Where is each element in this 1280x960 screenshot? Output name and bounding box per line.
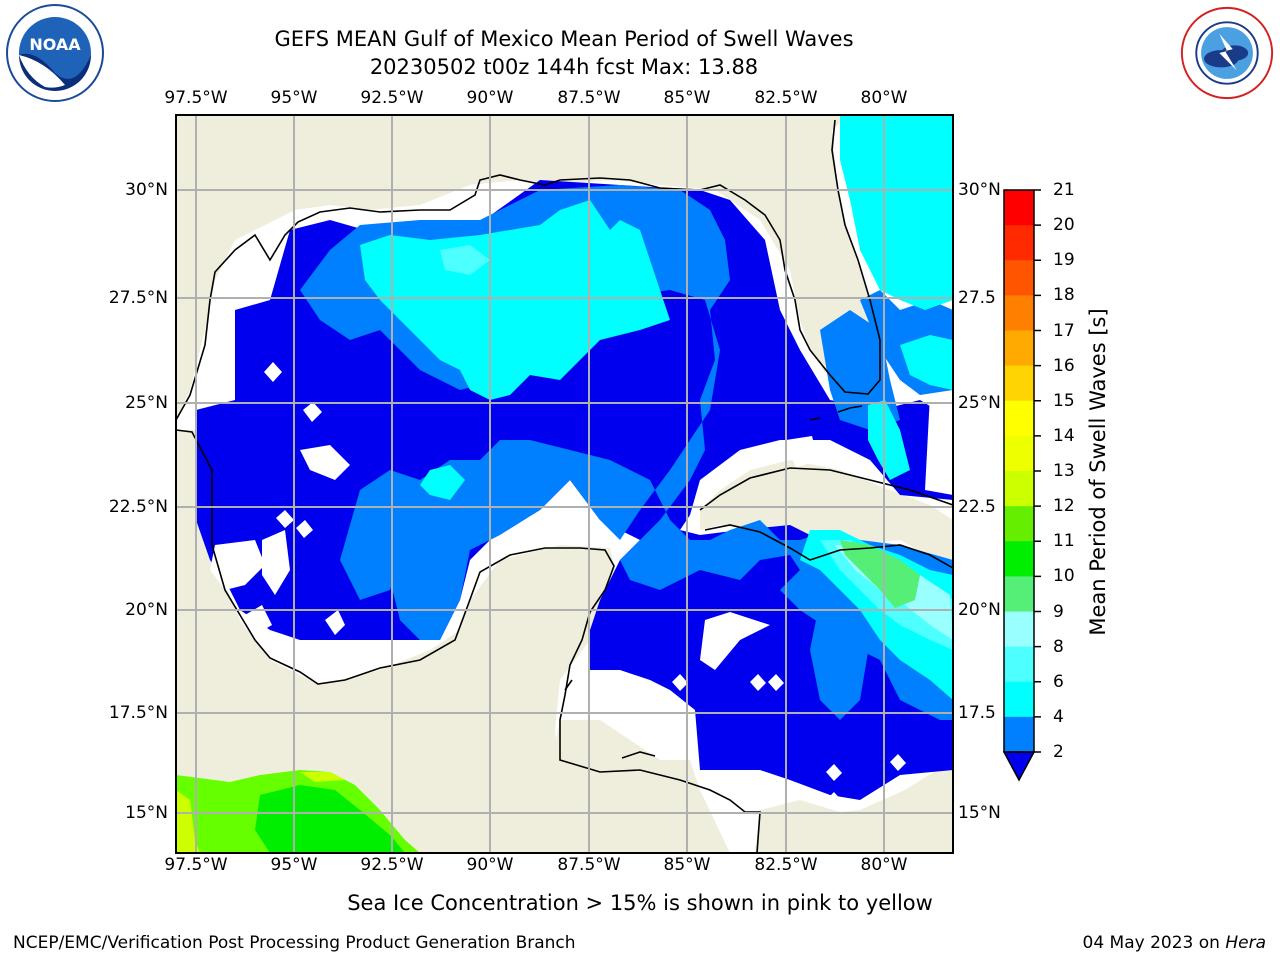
colorbar-segment	[1004, 506, 1034, 542]
map-title: GEFS MEAN Gulf of Mexico Mean Period of …	[274, 27, 854, 51]
lat-tick-left: 15°N	[125, 803, 168, 823]
colorbar-tick-label: 6	[1053, 671, 1064, 692]
lon-tick-top: 95°W	[270, 88, 318, 108]
footer-branch: NCEP/EMC/Verification Post Processing Pr…	[13, 933, 576, 953]
colorbar-segment	[1004, 260, 1034, 296]
lat-tick-left: 25°N	[125, 393, 168, 413]
lat-tick-right: 30°N	[958, 180, 1001, 200]
lat-tick-left: 22.5°N	[108, 497, 168, 517]
colorbar-tick-label: 2	[1053, 742, 1064, 762]
colorbar-tick-label: 9	[1053, 601, 1064, 622]
lat-tick-right: 15°N	[958, 803, 1001, 823]
lon-tick-top: 90°W	[466, 88, 514, 108]
colorbar-segment	[1004, 190, 1034, 226]
noaa-logo-icon: NOAA	[6, 4, 104, 102]
colorbar-segment	[1004, 471, 1034, 507]
colorbar-tick-label: 13	[1053, 461, 1075, 481]
lon-tick-bottom: 80°W	[860, 855, 908, 875]
colorbar-segment	[1004, 295, 1034, 331]
lon-tick-top: 82.5°W	[754, 88, 818, 108]
map-subtitle: 20230502 t00z 144h fcst Max: 13.88	[369, 55, 759, 79]
lon-tick-bottom: 95°W	[270, 855, 318, 875]
colorbar-tick-label: 17	[1053, 320, 1075, 341]
colorbar-tick-label: 8	[1053, 636, 1064, 657]
noaa-logo-text: NOAA	[29, 35, 81, 54]
lat-tick-right: 27.5	[958, 288, 996, 308]
colorbar-tick-label: 14	[1053, 425, 1075, 446]
lon-tick-bottom: 87.5°W	[557, 855, 621, 875]
colorbar-tick-label: 21	[1053, 180, 1075, 200]
nws-logo-icon	[1180, 6, 1274, 100]
coastlines	[176, 119, 953, 853]
colorbar	[1002, 189, 1041, 782]
lon-tick-top: 80°W	[860, 88, 908, 108]
colorbar-tick-label: 4	[1053, 706, 1064, 727]
colorbar-label: Mean Period of Swell Waves [s]	[1086, 308, 1110, 636]
colorbar-segment	[1004, 576, 1034, 612]
colorbar-segment	[1004, 541, 1034, 577]
lat-tick-left: 17.5°N	[108, 703, 168, 723]
sea-ice-caption: Sea Ice Concentration > 15% is shown in …	[347, 891, 933, 915]
colorbar-segment	[1004, 611, 1034, 648]
colorbar-segment	[1004, 716, 1034, 753]
lat-tick-right: 17.5	[958, 703, 996, 723]
colorbar-segment	[1004, 400, 1034, 437]
colorbar-tick-label: 16	[1053, 355, 1075, 376]
colorbar-tick-label: 20	[1053, 215, 1075, 236]
colorbar-segment	[1004, 646, 1034, 683]
colorbar-tick-label: 19	[1053, 250, 1075, 271]
map-frame	[175, 114, 954, 854]
colorbar-tick-label: 12	[1053, 496, 1075, 517]
lon-tick-bottom: 90°W	[466, 855, 514, 875]
graticule	[176, 115, 953, 853]
footer-machine: Hera	[1225, 933, 1266, 953]
lon-tick-top: 97.5°W	[164, 88, 228, 108]
lat-tick-left: 30°N	[125, 180, 168, 200]
colorbar-segment	[1004, 225, 1034, 261]
lon-tick-bottom: 92.5°W	[360, 855, 424, 875]
lon-tick-bottom: 85°W	[663, 855, 711, 875]
colorbar-tick-label: 18	[1053, 285, 1075, 306]
colorbar-tick-label: 11	[1053, 531, 1075, 552]
lon-tick-bottom: 97.5°W	[164, 855, 228, 875]
lon-tick-top: 92.5°W	[360, 88, 424, 108]
colorbar-segment	[1004, 435, 1034, 472]
lat-tick-right: 22.5	[958, 497, 996, 517]
colorbar-segment	[1004, 330, 1034, 367]
lon-tick-top: 85°W	[663, 88, 711, 108]
lon-tick-top: 87.5°W	[557, 88, 621, 108]
colorbar-tick-label: 15	[1053, 390, 1075, 411]
colorbar-extend-arrow	[1002, 751, 1036, 782]
footer-date: 04 May 2023 on Hera	[1082, 933, 1267, 953]
lat-tick-left: 20°N	[125, 600, 168, 620]
lat-tick-right: 20°N	[958, 600, 1001, 620]
swell-level-4-6	[360, 200, 670, 400]
colorbar-segment	[1004, 365, 1034, 402]
lon-tick-bottom: 82.5°W	[754, 855, 818, 875]
colorbar-tick-label: 10	[1053, 566, 1075, 587]
lat-tick-left: 27.5°N	[108, 288, 168, 308]
colorbar-segment	[1004, 681, 1034, 718]
lat-tick-right: 25°N	[958, 393, 1001, 413]
